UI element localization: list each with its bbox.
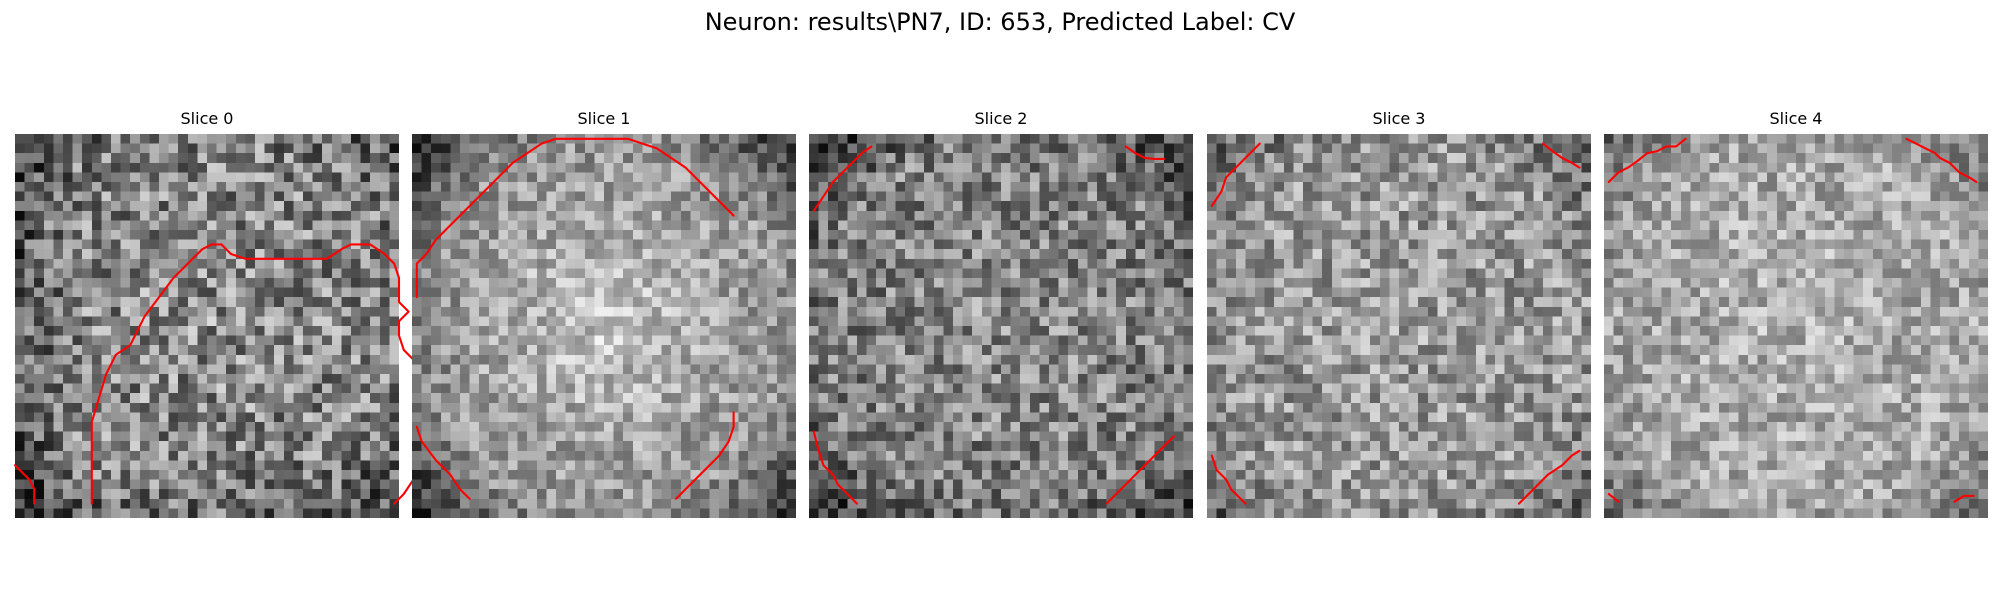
slice-contour-4 (1607, 137, 1978, 503)
contour-segment-3-3 (1517, 449, 1581, 505)
contour-segment-3-0 (1210, 142, 1261, 208)
figure-title: Neuron: results\PN7, ID: 653, Predicted … (704, 8, 1296, 36)
slice-title-4: Slice 4 (1769, 109, 1823, 128)
slice-pixels-1 (412, 134, 796, 518)
slice-image-0 (13, 134, 415, 518)
contour-segment-1-0 (415, 137, 735, 299)
contour-segment-2-3 (1105, 435, 1175, 505)
contour-segment-1-2 (674, 411, 735, 500)
slice-image-3 (1207, 134, 1591, 518)
slice-title-2: Slice 2 (974, 109, 1028, 128)
slice-contour-1 (415, 137, 735, 500)
contour-segment-3-2 (1210, 454, 1247, 505)
slice-pixels-3 (1207, 134, 1591, 518)
contour-segment-4-0 (1607, 137, 1687, 184)
slice-image-4 (1604, 134, 1988, 518)
contour-segment-4-2 (1607, 492, 1620, 503)
contour-segment-4-3 (1953, 494, 1975, 503)
contour-segment-3-1 (1541, 142, 1581, 169)
contour-segment-4-1 (1905, 137, 1978, 184)
slice-contour-3 (1210, 142, 1581, 505)
slice-contour-2 (812, 145, 1175, 505)
contour-segment-2-2 (812, 430, 859, 505)
slice-image-1 (412, 134, 796, 518)
contour-segment-0-1 (13, 464, 36, 505)
slice-title-3: Slice 3 (1372, 109, 1426, 128)
contour-segment-2-0 (812, 145, 873, 212)
slice-title-1: Slice 1 (577, 109, 631, 128)
slice-pixels-4 (1604, 134, 1988, 518)
contour-segment-0-0 (90, 243, 415, 505)
slice-pixels-2 (809, 134, 1193, 518)
slice-image-2 (809, 134, 1193, 518)
slice-pixels-0 (15, 134, 399, 518)
slice-contour-0 (13, 243, 415, 505)
contour-segment-2-1 (1124, 145, 1166, 161)
contour-segment-1-1 (415, 425, 471, 500)
slice-title-0: Slice 0 (180, 109, 234, 128)
